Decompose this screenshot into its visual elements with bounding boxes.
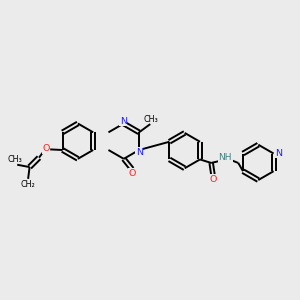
Text: N: N	[275, 149, 282, 158]
Text: N: N	[120, 117, 127, 126]
Text: O: O	[42, 144, 50, 153]
Text: CH₂: CH₂	[20, 180, 35, 189]
Text: N: N	[136, 148, 143, 157]
Text: NH: NH	[219, 153, 232, 162]
Text: CH₃: CH₃	[144, 115, 158, 124]
Text: CH₃: CH₃	[8, 155, 22, 164]
Text: O: O	[210, 175, 217, 184]
Text: O: O	[129, 169, 136, 178]
